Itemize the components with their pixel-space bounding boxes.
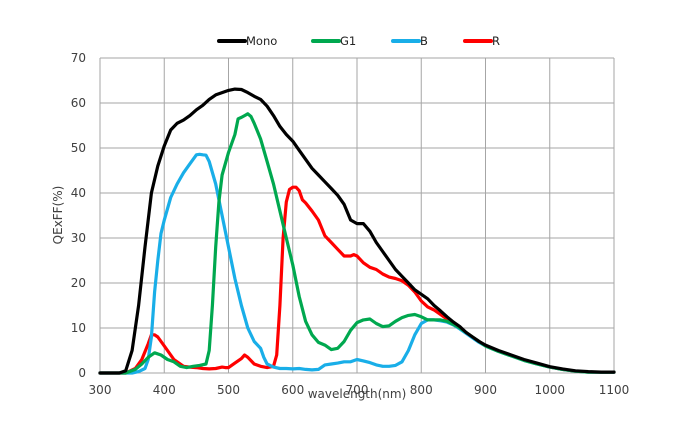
y-axis-ticks: 0 10 20 30 40 50 60 70 [71,51,86,380]
x-tick-label: 300 [89,383,112,397]
legend-item-mono: Mono [217,34,277,48]
y-tick-label: 70 [71,51,86,65]
legend-item-r: R [463,34,500,48]
legend-item-g1: G1 [311,34,356,48]
y-tick-label: 10 [71,321,86,335]
x-tick-label: 600 [281,383,304,397]
legend-label: G1 [340,34,356,48]
x-axis-label: wavelength(nm) [308,387,407,401]
x-tick-label: 700 [346,383,369,397]
legend: Mono G1 B R [217,34,500,48]
legend-item-b: B [391,34,428,48]
x-axis-ticks: 300 400 500 600 700 800 900 1000 1100 [89,383,630,397]
y-tick-label: 20 [71,276,86,290]
grid [99,57,615,374]
legend-label: R [492,34,500,48]
series-layer [98,87,616,375]
y-tick-label: 60 [71,96,86,110]
y-tick-label: 30 [71,231,86,245]
x-tick-label: 500 [217,383,240,397]
x-tick-label: 1100 [599,383,630,397]
series-line-mono [98,87,616,375]
y-axis-label: QExFF(%) [51,186,65,245]
x-tick-label: 800 [410,383,433,397]
y-tick-label: 0 [78,366,86,380]
x-tick-label: 400 [153,383,176,397]
y-tick-label: 50 [71,141,86,155]
legend-label: B [420,34,428,48]
x-tick-label: 1000 [534,383,565,397]
legend-label: Mono [246,34,277,48]
y-tick-label: 40 [71,186,86,200]
x-tick-label: 900 [474,383,497,397]
